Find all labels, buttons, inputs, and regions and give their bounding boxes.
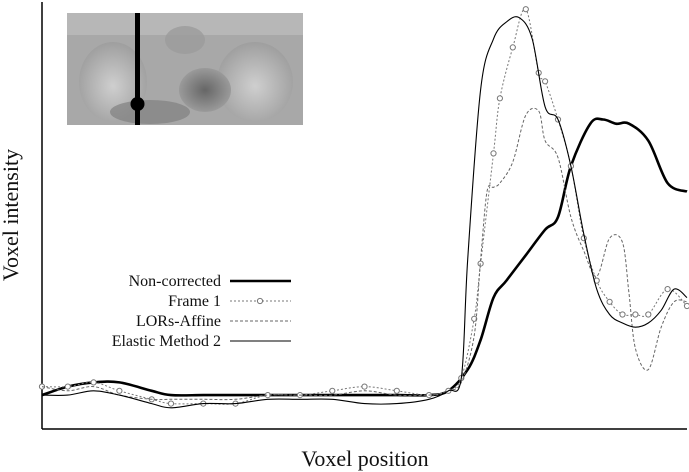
frame1-point-16 [471,315,478,322]
series-line-elastic-method-2 [41,16,688,409]
frame1-point-23 [542,78,549,85]
inset-scan-image [67,13,303,125]
legend-label-frame1: Frame 1 [168,293,221,310]
frame1-point-12 [393,387,400,394]
frame1-point-2 [90,379,97,386]
inset-profile-line [135,13,140,125]
frame1-point-29 [619,311,626,318]
legend-swatch-frame1 [230,297,291,305]
legend-label-noncorrected: Non-corrected [129,273,221,290]
frame1-point-30 [632,311,639,318]
frame1-point-32 [664,286,671,293]
frame1-point-18 [490,150,497,157]
frame1-point-20 [509,44,516,51]
legend-label-elastic: Elastic Method 2 [112,333,221,350]
frame1-point-5 [167,400,175,407]
frame1-point-1 [64,383,71,390]
y-axis-label: Voxel intensity [0,149,23,281]
frame1-point-21 [522,6,529,13]
legend-label-lors-affine: LORs-Affine [136,313,221,330]
frame1-point-11 [361,383,368,390]
series-line-non-corrected [41,117,688,397]
frame1-point-3 [116,387,123,394]
frame1-point-28 [606,298,613,305]
frame1-point-31 [645,311,652,318]
inset-profile-marker [130,97,145,111]
frame1-point-10 [329,387,336,394]
legend: Non-corrected Frame 1 LORs-Affine Elasti… [112,273,291,350]
frame1-point-19 [496,95,503,102]
series-line-lors-affine [41,107,688,401]
x-axis-label: Voxel position [301,446,428,471]
frame1-point-33 [683,302,689,310]
